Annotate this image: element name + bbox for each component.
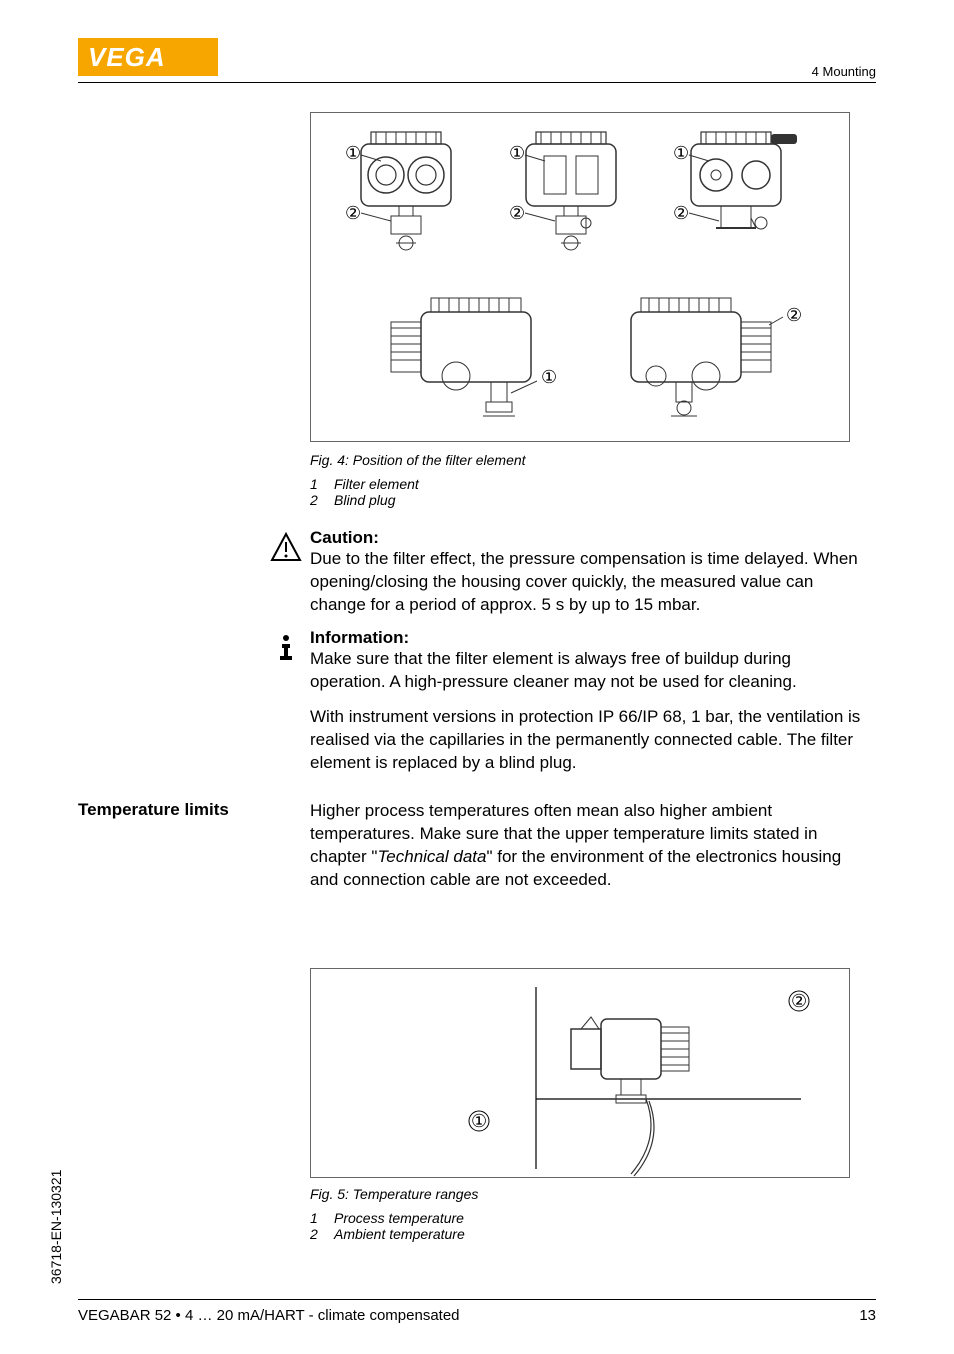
footer-divider: [78, 1299, 876, 1300]
figure-5-caption: Fig. 5: Temperature ranges: [310, 1186, 478, 1202]
page-number: 13: [859, 1307, 876, 1324]
temp-limits-text: Higher process temperatures often mean a…: [310, 800, 870, 892]
svg-text:VEGA: VEGA: [88, 42, 166, 72]
header-section-label: 4 Mounting: [812, 64, 876, 79]
caution-icon: [270, 532, 302, 564]
svg-text:②: ②: [673, 203, 689, 223]
caution-block: Caution: Due to the filter effect, the p…: [310, 528, 870, 617]
svg-text:①: ①: [673, 143, 689, 163]
legend-text: Blind plug: [334, 492, 396, 508]
info-heading: Information:: [310, 628, 870, 648]
legend-num: 1: [310, 476, 334, 492]
ip-paragraph: With instrument versions in protection I…: [310, 706, 870, 775]
figure-5-legend: 1Process temperature 2Ambient temperatur…: [310, 1210, 465, 1242]
header-divider: [78, 82, 876, 83]
brand-logo: VEGA: [78, 38, 218, 76]
figure-5: ① ②: [310, 968, 850, 1178]
legend-text: Process temperature: [334, 1210, 464, 1226]
doc-id-vertical: 36718-EN-130321: [48, 1170, 64, 1284]
information-block: Information: Make sure that the filter e…: [310, 628, 870, 694]
temp-limits-label: Temperature limits: [78, 800, 229, 820]
svg-text:②: ②: [786, 305, 802, 325]
figure-4: ① ② ① ②: [310, 112, 850, 442]
figure-4-legend: 1Filter element 2Blind plug: [310, 476, 419, 508]
legend-text: Filter element: [334, 476, 419, 492]
svg-text:②: ②: [791, 991, 807, 1011]
caution-text: Due to the filter effect, the pressure c…: [310, 548, 870, 617]
svg-text:①: ①: [509, 143, 525, 163]
legend-num: 1: [310, 1210, 334, 1226]
info-icon: [270, 632, 302, 664]
svg-text:①: ①: [541, 367, 557, 387]
legend-num: 2: [310, 492, 334, 508]
temp-text-italic: Technical data: [377, 847, 486, 866]
info-text: Make sure that the filter element is alw…: [310, 648, 870, 694]
svg-text:②: ②: [345, 203, 361, 223]
svg-text:②: ②: [509, 203, 525, 223]
svg-text:①: ①: [471, 1111, 487, 1131]
legend-text: Ambient temperature: [334, 1226, 465, 1242]
legend-num: 2: [310, 1226, 334, 1242]
figure-4-caption: Fig. 4: Position of the filter element: [310, 452, 526, 468]
caution-heading: Caution:: [310, 528, 870, 548]
footer-text: VEGABAR 52 • 4 … 20 mA/HART - climate co…: [78, 1307, 460, 1324]
svg-text:①: ①: [345, 143, 361, 163]
